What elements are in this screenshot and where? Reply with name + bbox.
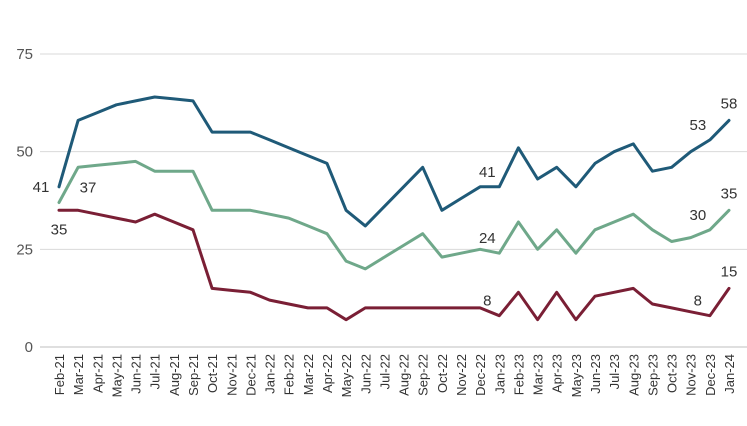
x-tick-label: May-22 [339, 354, 354, 397]
data-label: 30 [690, 207, 707, 224]
data-label: 58 [721, 95, 738, 112]
x-tick-label: Oct-23 [665, 354, 680, 393]
data-label: 35 [721, 185, 738, 202]
series-line-3 [57, 208, 731, 322]
data-label: 41 [33, 179, 50, 196]
x-tick-label: Apr-22 [320, 354, 335, 393]
y-tick-label: 75 [16, 46, 33, 63]
x-tick-label: Aug-21 [167, 354, 182, 396]
x-tick-label: Dec-21 [243, 354, 258, 396]
x-tick-label: Mar-22 [301, 354, 316, 395]
x-tick-label: Oct-21 [205, 354, 220, 393]
x-tick-label: Nov-23 [684, 354, 699, 396]
x-tick-label: Jun-23 [588, 354, 603, 394]
x-tick-label: Nov-21 [224, 354, 239, 396]
data-label: 35 [51, 221, 68, 238]
data-label: 53 [690, 117, 707, 134]
x-tick-label: Jul-23 [607, 354, 622, 389]
x-tick-label: Dec-23 [703, 354, 718, 396]
x-tick-label: Jun-21 [129, 354, 144, 394]
x-tick-label: Oct-22 [435, 354, 450, 393]
x-tick-label: Feb-22 [282, 354, 297, 395]
x-tick-label: Aug-23 [626, 354, 641, 396]
y-tick-label: 25 [16, 241, 33, 258]
x-tick-label: Dec-22 [473, 354, 488, 396]
x-tick-label: Apr-23 [550, 354, 565, 393]
x-tick-label: Aug-22 [397, 354, 412, 396]
y-axis-ticks: 0 25 50 75 [16, 46, 33, 356]
data-label: 37 [80, 179, 97, 196]
series-line-1 [57, 95, 731, 228]
x-tick-label: Sep-22 [416, 354, 431, 396]
data-label: 8 [694, 293, 702, 310]
data-label: 8 [483, 293, 491, 310]
x-tick-label: Jan-23 [492, 354, 507, 394]
data-label: 15 [721, 263, 738, 280]
x-tick-label: Mar-21 [71, 354, 86, 395]
x-tick-label: Jan-22 [263, 354, 278, 394]
x-tick-label: Feb-23 [511, 354, 526, 395]
data-label: 41 [479, 164, 496, 181]
x-tick-label: Nov-22 [454, 354, 469, 396]
x-tick-label: Jul-21 [148, 354, 163, 389]
gridlines [40, 53, 747, 348]
y-tick-label: 0 [25, 339, 33, 356]
x-tick-label: Sep-21 [186, 354, 201, 396]
x-tick-label: May-23 [569, 354, 584, 397]
x-tick-label: Sep-23 [645, 354, 660, 396]
data-labels: 41 41 53 58 37 24 30 35 35 8 8 15 [33, 95, 738, 309]
x-tick-label: Jul-22 [377, 354, 392, 389]
series-line-2 [57, 159, 731, 271]
y-tick-label: 50 [16, 144, 33, 161]
x-tick-label: Mar-23 [531, 354, 546, 395]
x-tick-label: Apr-21 [90, 354, 105, 393]
data-label: 24 [479, 230, 496, 247]
x-axis-ticks: Feb-21 Mar-21 Apr-21 May-21 Jun-21 Jul-21 Aug-… [52, 354, 737, 397]
x-tick-label: Jan-24 [722, 354, 737, 394]
x-tick-label: Feb-21 [52, 354, 67, 395]
x-tick-label: May-21 [109, 354, 124, 397]
x-tick-label: Jun-22 [358, 354, 373, 394]
series-lines [57, 95, 731, 322]
